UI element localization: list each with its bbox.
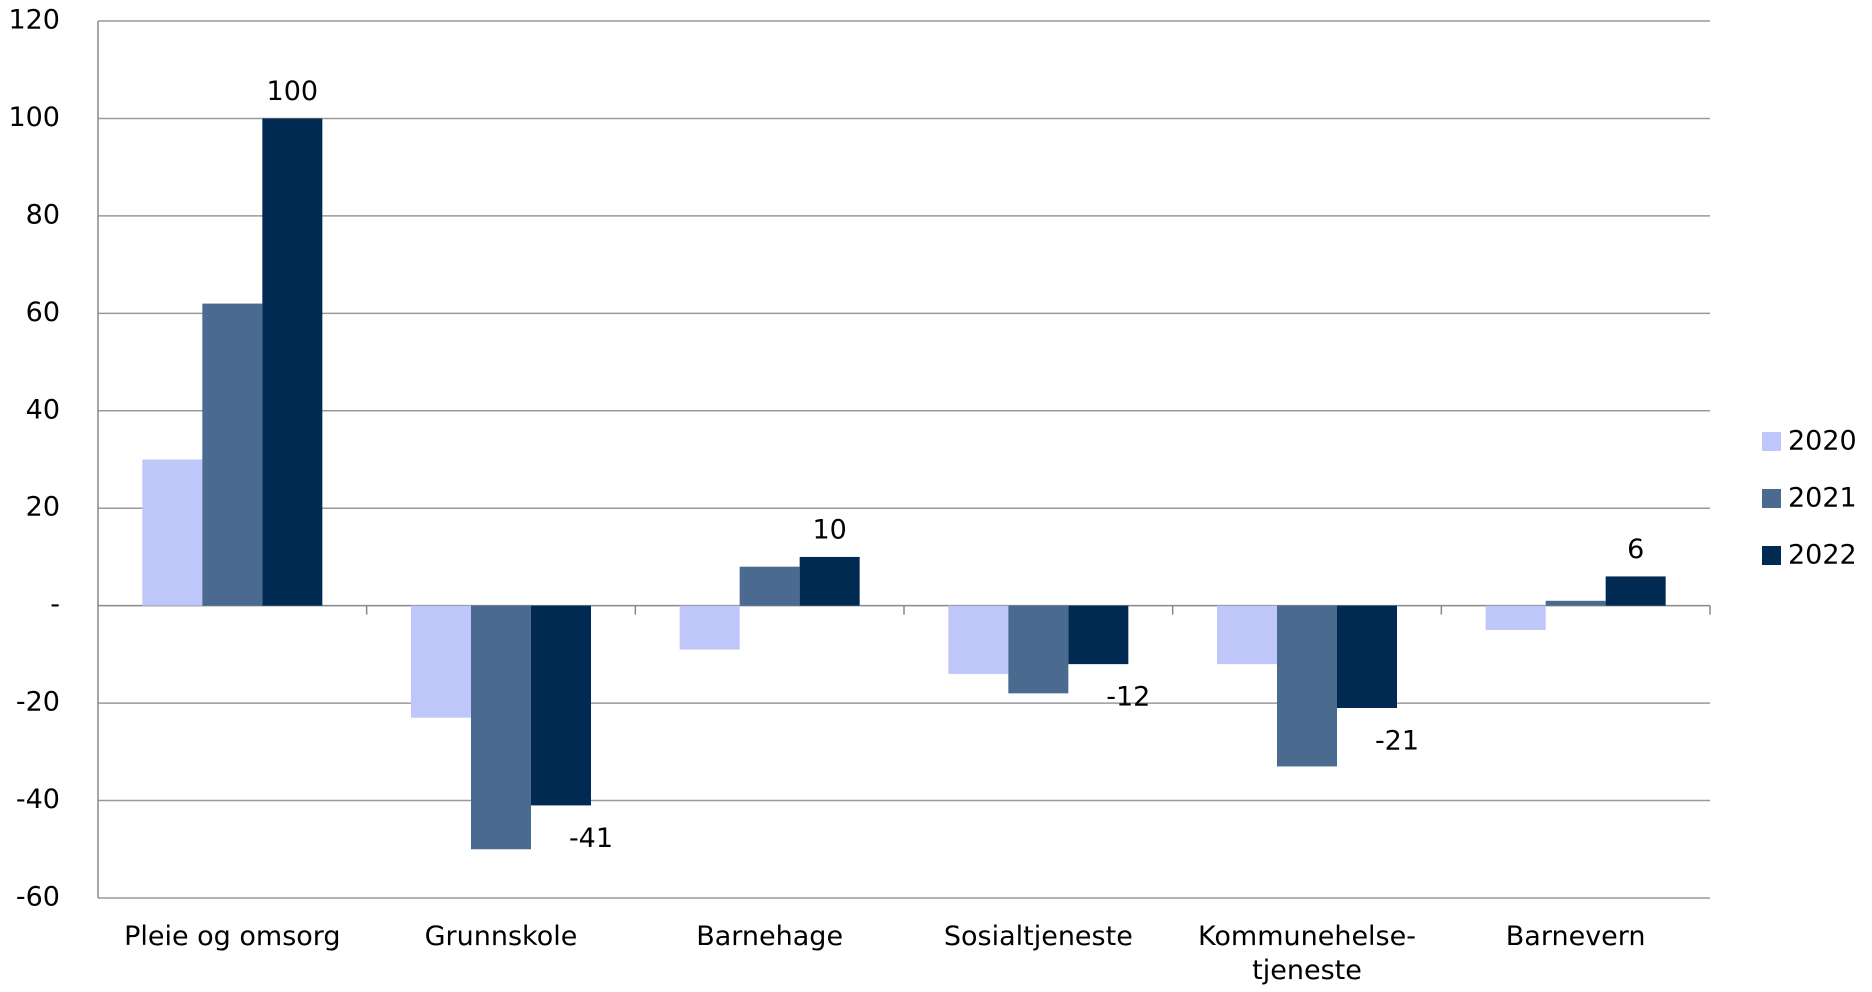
bar xyxy=(679,605,740,650)
bar xyxy=(739,566,800,606)
x-tick-label: Sosialtjeneste xyxy=(943,921,1133,952)
bar xyxy=(262,118,323,606)
x-tick-label: Barnevern xyxy=(1505,921,1646,952)
legend-label: 2021 xyxy=(1788,483,1857,514)
bar xyxy=(1485,605,1546,631)
y-tick-label: - xyxy=(50,589,60,620)
bar xyxy=(142,459,203,606)
x-tick-label: Kommunehelse- tjeneste xyxy=(1198,921,1416,986)
bar xyxy=(411,605,471,718)
legend-swatch xyxy=(1762,489,1781,508)
x-tick-label: Grunnskole xyxy=(424,921,578,952)
bar xyxy=(799,556,860,606)
bar xyxy=(1545,600,1606,606)
bar xyxy=(1068,605,1129,665)
bar xyxy=(1277,605,1337,767)
legend-swatch xyxy=(1762,546,1781,565)
bar xyxy=(202,303,263,606)
bar xyxy=(948,605,1009,674)
bar xyxy=(1605,576,1666,606)
bar xyxy=(531,605,591,806)
x-tick-label: Pleie og omsorg xyxy=(124,921,341,952)
y-tick-label: 120 xyxy=(8,5,60,36)
data-label: 100 xyxy=(267,76,319,107)
bar xyxy=(471,605,531,850)
y-tick-label: 40 xyxy=(26,394,60,425)
legend-swatch xyxy=(1762,432,1781,451)
bar xyxy=(1337,605,1397,708)
bar xyxy=(1217,605,1277,665)
data-label: -21 xyxy=(1375,725,1419,756)
y-tick-label: -20 xyxy=(16,687,60,718)
x-tick-label: Barnehage xyxy=(696,921,844,952)
y-tick-label: 80 xyxy=(26,199,60,230)
legend-label: 2022 xyxy=(1788,540,1857,571)
y-tick-label: 100 xyxy=(8,102,60,133)
y-tick-label: 20 xyxy=(26,492,60,523)
legend-label: 2020 xyxy=(1788,426,1857,457)
data-label: 10 xyxy=(812,514,846,545)
data-label: -12 xyxy=(1106,682,1150,713)
y-tick-label: -40 xyxy=(16,784,60,815)
data-label: 6 xyxy=(1627,534,1644,565)
bar xyxy=(1008,605,1069,694)
y-tick-label: 60 xyxy=(26,297,60,328)
y-tick-label: -60 xyxy=(16,882,60,913)
data-label: -41 xyxy=(569,823,613,854)
